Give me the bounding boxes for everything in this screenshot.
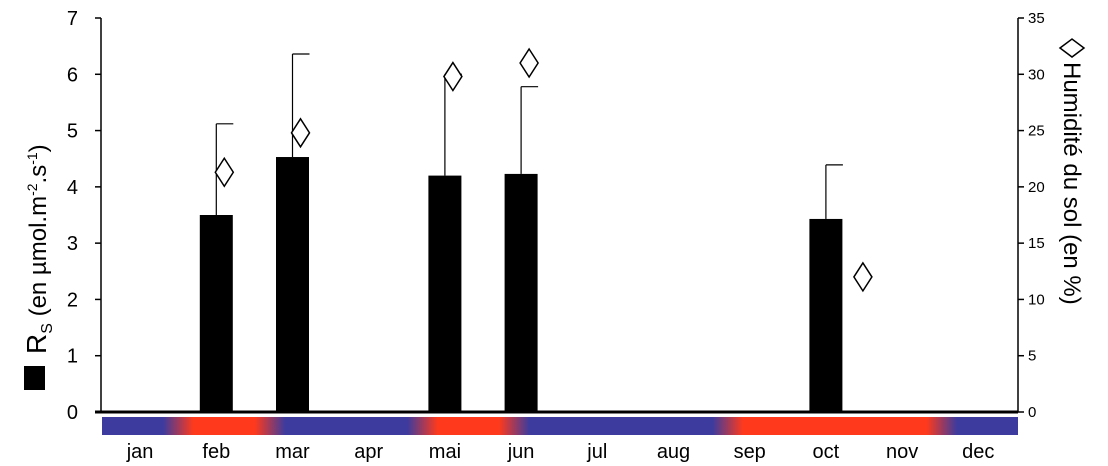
right-tick-label: 30 [1028,66,1045,83]
y-axis-title-right: Humidité du sol (en %) [1058,38,1086,305]
left-tick-label: 2 [67,289,78,311]
left-tick-label: 3 [67,233,78,255]
humidity-markers [214,47,873,293]
left-tick-label: 7 [67,8,78,30]
axes [95,17,1024,414]
legend-bar-swatch [24,366,45,390]
right-tick-label: 25 [1028,123,1045,140]
ylabel-rest3: ) [25,144,52,152]
month-label-feb: feb [202,441,230,463]
y-axis-title-left-text: RS (en µmol.m-2.s-1) [21,144,56,354]
humidity-marker-jun [519,47,539,79]
ylabel-main: R [21,334,52,354]
month-label-jul: jul [586,441,607,463]
legend-diamond-icon [1058,38,1086,58]
bar-jun [504,173,538,412]
left-tick-label: 4 [67,177,78,199]
right-tick-label: 35 [1028,10,1045,27]
left-tick-label: 5 [67,121,78,143]
left-tick-label: 6 [67,64,78,86]
season-band [102,417,1018,435]
left-tick-label: 0 [67,402,78,424]
month-label-mai: mai [429,441,461,463]
month-label-jan: jan [126,441,154,463]
y-axis-title-left: RS (en µmol.m-2.s-1) [21,144,56,390]
month-label-jun: jun [507,441,535,463]
humidity-marker-mar [290,117,311,149]
y-axis-title-right-text: Humidité du sol (en %) [1058,62,1085,305]
right-tick-label: 10 [1028,291,1045,308]
right-tick-label: 20 [1028,179,1045,196]
right-tick-label: 0 [1028,404,1036,421]
month-label-sep: sep [734,441,766,463]
bar-mai [428,175,462,412]
bars [199,53,843,412]
humidity-marker-oct [853,261,873,293]
bar-oct [809,218,843,412]
ylabel-sup1: -2 [24,183,40,196]
left-tick-label: 1 [67,346,78,368]
month-label-mar: mar [275,441,310,463]
month-label-oct: oct [813,441,840,463]
ylabel-sup2: -1 [24,152,40,165]
month-label-nov: nov [886,441,918,463]
ylabel-rest2: .s [25,165,52,184]
labels: 0 1 2 3 4 5 6 7 0 5 10 15 20 25 30 35 jan feb mar apr mai jun… [67,8,1045,463]
humidity-marker-feb [214,156,235,188]
month-label-dec: dec [962,441,994,463]
right-tick-label: 15 [1028,235,1045,252]
month-label-apr: apr [354,441,383,463]
month-label-aug: aug [657,441,690,463]
season-band-rect [102,417,1018,435]
ylabel-rest1: (en µmol.m [25,196,52,323]
bar-feb [199,215,233,412]
humidity-marker-mai [443,61,463,92]
bar-mar [276,157,309,412]
ylabel-sub: S [39,323,56,334]
right-tick-label: 5 [1028,348,1036,365]
